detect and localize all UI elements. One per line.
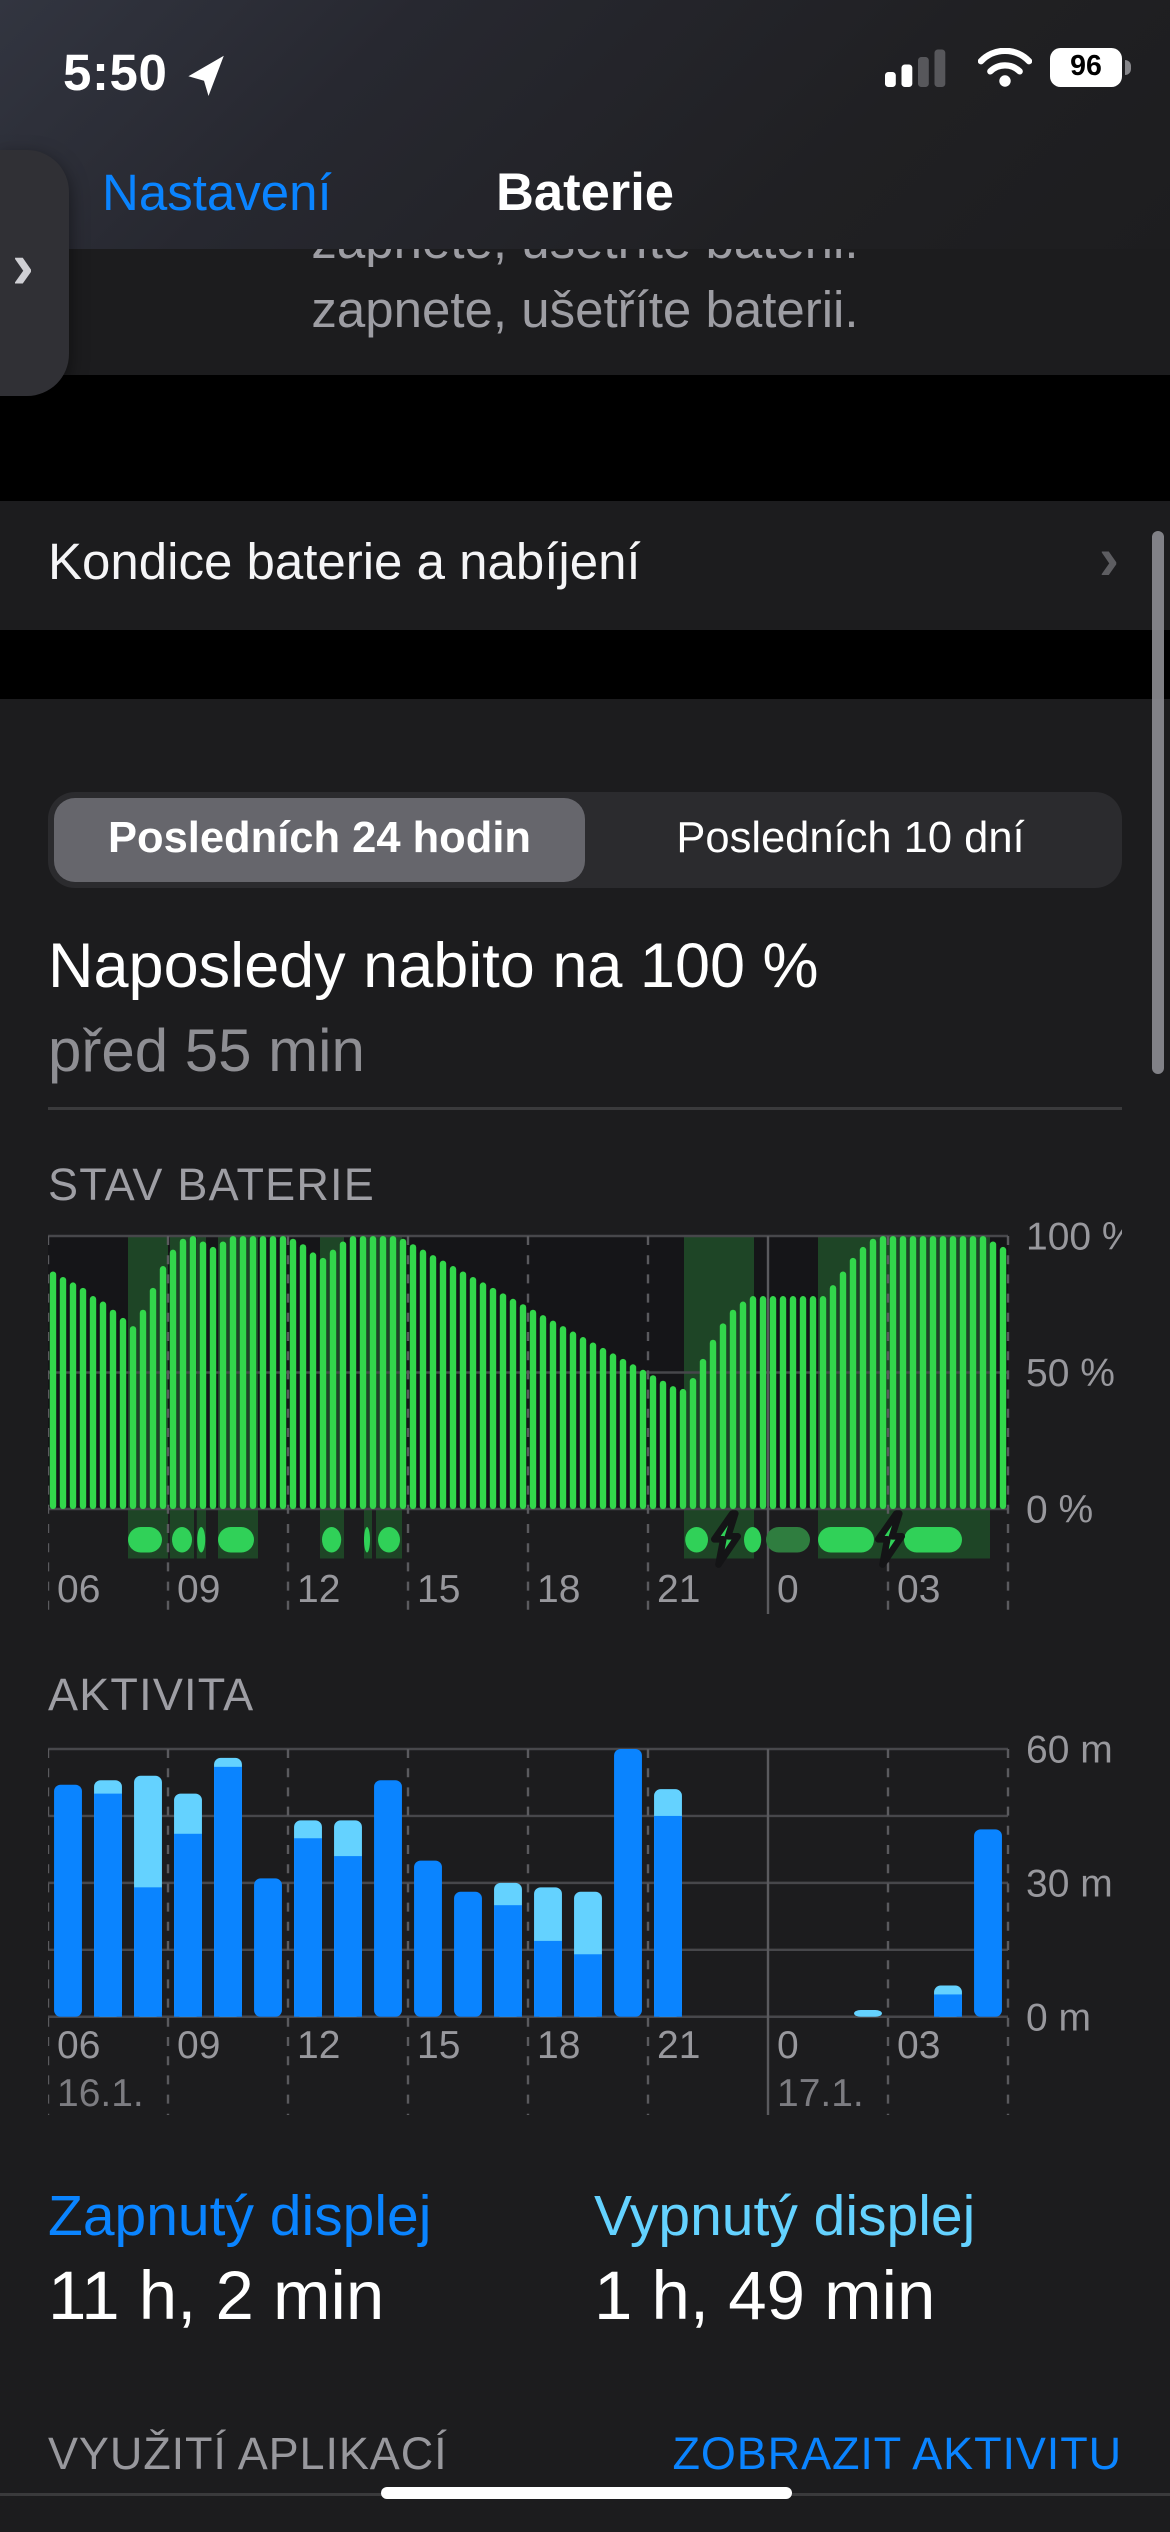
- app-usage-heading: VYUŽITÍ APLIKACÍ: [48, 2430, 448, 2481]
- legend-screen-off-value: 1 h, 49 min: [594, 2256, 936, 2334]
- svg-text:21: 21: [657, 1568, 700, 1611]
- wifi-icon: [978, 48, 1032, 87]
- clipped-text-line: zapnete, ušetříte baterii.: [0, 249, 1170, 267]
- svg-text:09: 09: [177, 2024, 220, 2067]
- svg-text:12: 12: [297, 1568, 340, 1611]
- legend-screen-on-value: 11 h, 2 min: [48, 2256, 385, 2334]
- svg-text:0 m: 0 m: [1026, 1996, 1091, 2039]
- battery-health-label: Kondice baterie a nabíjení: [48, 534, 641, 591]
- low-power-footer-text: zapnete, ušetříte baterii. zapnete, ušet…: [0, 249, 1170, 375]
- svg-text:17.1.: 17.1.: [777, 2072, 864, 2115]
- back-button-nastaveni[interactable]: Nastavení: [102, 165, 332, 222]
- svg-text:09: 09: [177, 1568, 220, 1611]
- svg-text:16.1.: 16.1.: [57, 2072, 144, 2115]
- show-activity-button[interactable]: ZOBRAZIT AKTIVITU: [672, 2430, 1122, 2481]
- legend-screen-off-label: Vypnutý displej: [594, 2187, 976, 2250]
- svg-text:50 %: 50 %: [1026, 1352, 1115, 1395]
- segment-last-24-hours[interactable]: Posledních 24 hodin: [54, 798, 585, 882]
- status-icons: 96: [885, 48, 1132, 87]
- battery-level-chart[interactable]: 06 09 12 15 18 21 0 03 100 % 50 % 0 %: [48, 1200, 1122, 1626]
- svg-text:12: 12: [297, 2024, 340, 2067]
- svg-text:06: 06: [57, 1568, 100, 1611]
- nav-bar: Nastavení Baterie: [0, 156, 1170, 240]
- status-time: 5:50: [63, 45, 168, 102]
- separator: [48, 1107, 1122, 1110]
- scrollbar[interactable]: [1153, 531, 1164, 1074]
- charts-panel: [0, 699, 1170, 2532]
- battery-status-icon: 96: [1050, 48, 1132, 87]
- battery-percent: 96: [1070, 51, 1102, 84]
- home-indicator[interactable]: [379, 2485, 791, 2501]
- signal-icon: [885, 49, 946, 87]
- svg-text:18: 18: [537, 2024, 580, 2067]
- svg-text:60 m: 60 m: [1026, 1731, 1113, 1772]
- slide-over-tab[interactable]: ›: [0, 150, 69, 396]
- battery-health-row[interactable]: Kondice baterie a nabíjení ›: [0, 501, 1170, 630]
- svg-text:03: 03: [897, 1568, 940, 1611]
- svg-text:0: 0: [777, 1568, 799, 1611]
- svg-text:06: 06: [57, 2024, 100, 2067]
- svg-text:15: 15: [417, 1568, 460, 1611]
- svg-text:30 m: 30 m: [1026, 1863, 1113, 1906]
- svg-text:0: 0: [777, 2024, 799, 2067]
- chevron-right-icon: ›: [1098, 528, 1119, 594]
- activity-chart-heading: AKTIVITA: [48, 1671, 255, 1722]
- segment-last-10-days[interactable]: Posledních 10 dní: [676, 816, 1025, 864]
- svg-text:0 %: 0 %: [1026, 1489, 1093, 1532]
- activity-chart[interactable]: 06 09 12 15 18 21 0 03 16.1. 17.1. 60 m 30 m 0 m: [48, 1731, 1122, 2166]
- time-range-segmented-control: Posledních 24 hodin Posledních 10 dní: [48, 792, 1122, 888]
- battery-chart-heading: STAV BATERIE: [48, 1161, 375, 1212]
- header: 5:50 96 Nastavení Baterie: [0, 0, 1170, 249]
- svg-text:100 %: 100 %: [1026, 1216, 1122, 1259]
- footer-text-line: zapnete, ušetříte baterii.: [311, 282, 859, 339]
- page-title: Baterie: [495, 162, 675, 222]
- chevron-right-icon: ›: [12, 228, 34, 303]
- svg-text:03: 03: [897, 2024, 940, 2067]
- battery-nub: [1125, 60, 1132, 75]
- location-arrow-icon: [188, 55, 224, 96]
- legend-screen-on-label: Zapnutý displej: [48, 2187, 432, 2250]
- svg-text:21: 21: [657, 2024, 700, 2067]
- svg-text:15: 15: [417, 2024, 460, 2067]
- svg-text:18: 18: [537, 1568, 580, 1611]
- last-charged-title: Naposledy nabito na 100 %: [48, 933, 819, 1002]
- last-charged-subtitle: před 55 min: [48, 1020, 365, 1086]
